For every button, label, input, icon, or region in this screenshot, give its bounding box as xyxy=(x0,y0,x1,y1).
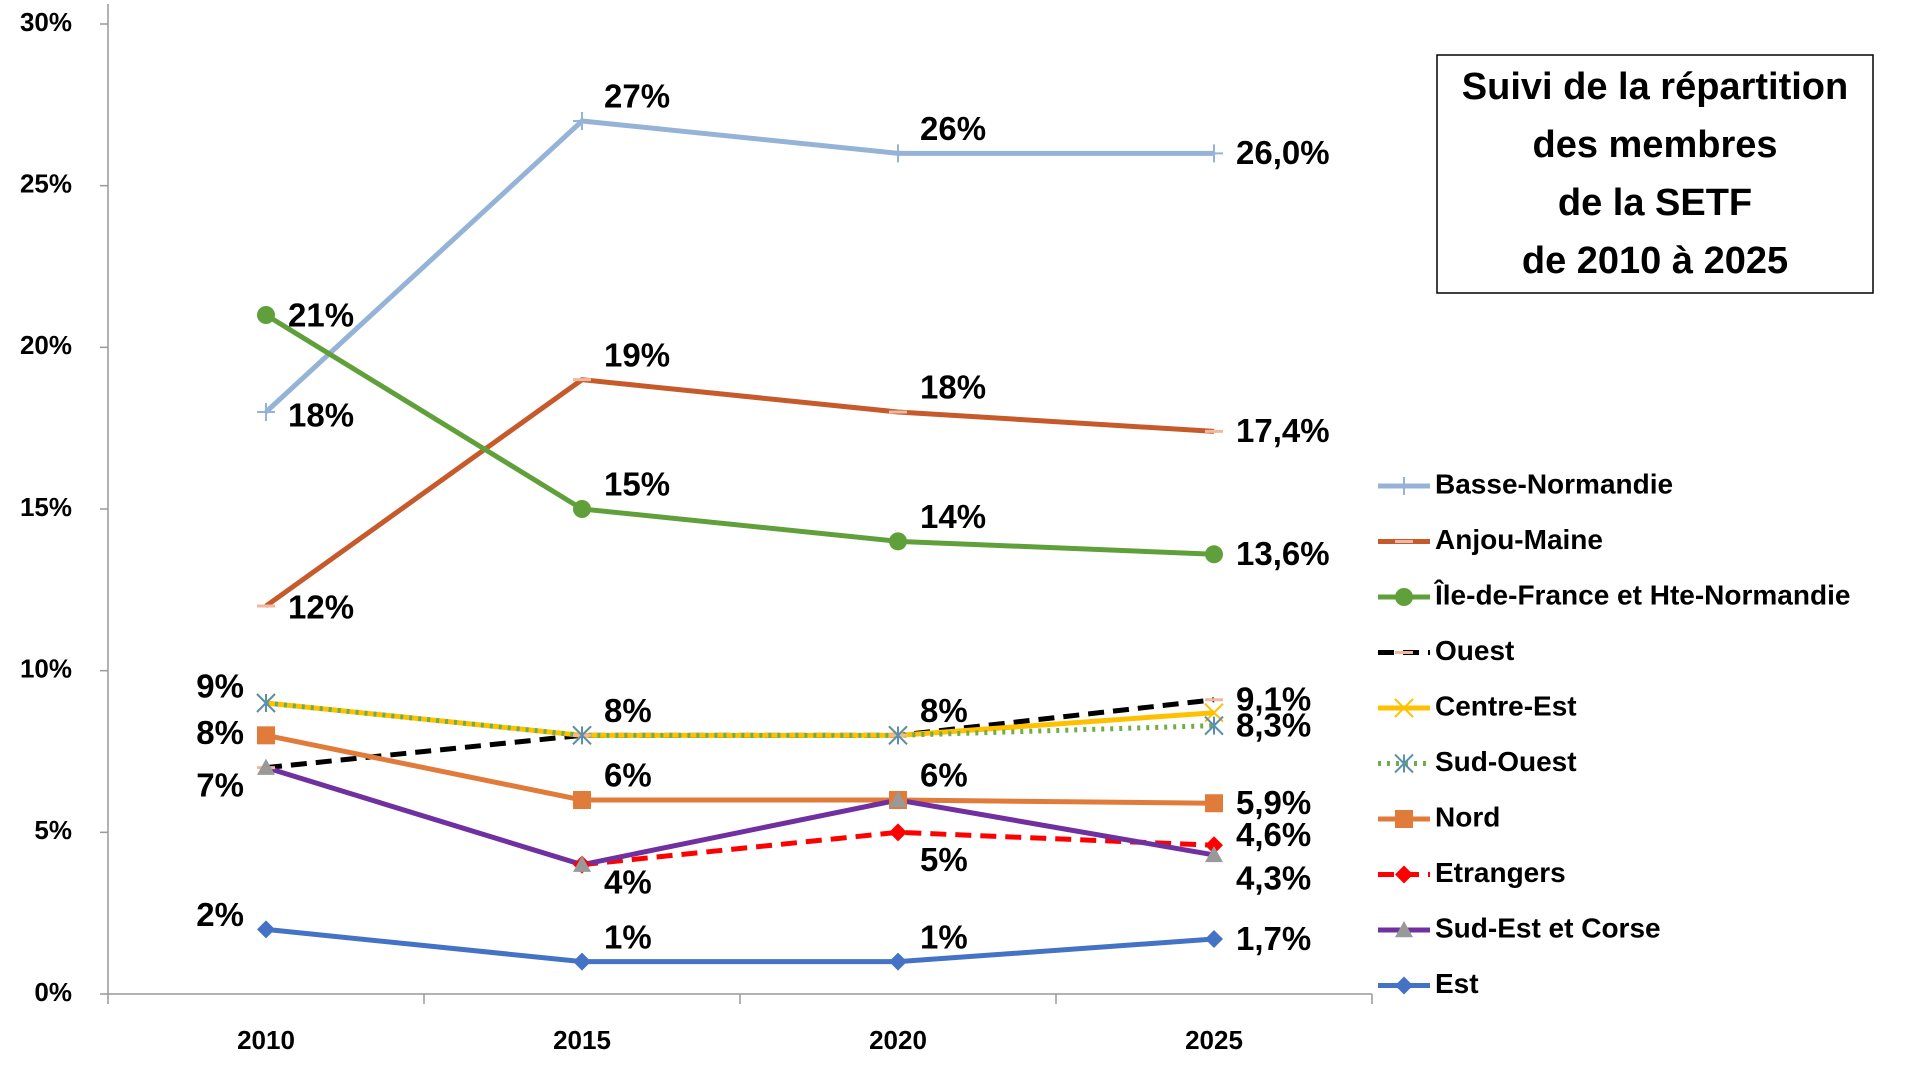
y-tick-label: 5% xyxy=(34,815,72,845)
data-point xyxy=(889,791,907,808)
data-point xyxy=(889,532,907,551)
data-label: 5,9% xyxy=(1236,784,1311,821)
data-label: 15% xyxy=(604,466,670,503)
legend-label: Anjou-Maine xyxy=(1435,524,1603,555)
data-point xyxy=(1205,930,1223,949)
data-label: 7% xyxy=(196,766,244,803)
data-point xyxy=(257,306,275,324)
legend-marker xyxy=(1395,477,1413,495)
legend-label: Sud-Ouest xyxy=(1435,746,1577,777)
legend-label: Est xyxy=(1435,968,1479,999)
y-tick-label: 20% xyxy=(20,330,72,360)
chart-title: de la SETF xyxy=(1558,182,1752,224)
data-label: 26,0% xyxy=(1236,134,1330,171)
data-label: 14% xyxy=(920,498,986,535)
data-point xyxy=(572,725,592,746)
data-point xyxy=(257,758,275,775)
y-tick-label: 15% xyxy=(20,492,72,522)
chart-title: des membres xyxy=(1532,124,1777,166)
series-line xyxy=(264,118,1214,414)
data-label: 4,6% xyxy=(1236,816,1311,853)
y-tick-label: 30% xyxy=(20,7,72,37)
series-line xyxy=(265,700,1215,738)
chart-title: de 2010 à 2025 xyxy=(1522,240,1788,282)
data-point xyxy=(257,726,275,745)
data-point xyxy=(257,403,275,421)
data-label: 2% xyxy=(196,896,244,933)
data-label: 8,3% xyxy=(1236,706,1311,743)
data-point xyxy=(573,500,591,518)
data-point xyxy=(889,952,907,971)
data-label: 18% xyxy=(920,369,986,406)
legend-label: Centre-Est xyxy=(1435,690,1577,721)
series-line xyxy=(265,732,1215,806)
y-tick-label: 25% xyxy=(20,169,72,199)
data-point xyxy=(1204,715,1224,736)
data-point xyxy=(888,725,908,746)
data-label: 6% xyxy=(604,757,652,794)
data-label: 9,1% xyxy=(1236,680,1311,717)
legend-label: Sud-Est et Corse xyxy=(1435,912,1661,943)
data-point xyxy=(1205,845,1223,863)
legend-marker xyxy=(1395,588,1413,606)
data-label: 5% xyxy=(920,841,968,878)
title-box xyxy=(1436,54,1874,294)
series-line xyxy=(265,765,1215,868)
data-label: 26% xyxy=(920,110,986,147)
legend-label: Île-de-France et Hte-Normandie xyxy=(1433,579,1850,610)
data-point xyxy=(1205,144,1223,163)
data-point xyxy=(573,112,591,130)
x-tick-label: 2025 xyxy=(1185,1025,1243,1055)
data-point xyxy=(1205,545,1223,564)
data-point xyxy=(1205,794,1223,813)
legend-marker xyxy=(1394,698,1414,718)
data-label: 1% xyxy=(920,918,968,955)
data-label: 1,7% xyxy=(1236,920,1311,957)
x-tick-label: 2010 xyxy=(237,1025,295,1055)
data-label: 9% xyxy=(196,668,244,705)
data-label: 17,4% xyxy=(1236,412,1330,449)
legend-label: Basse-Normandie xyxy=(1435,468,1673,499)
data-point xyxy=(889,144,907,163)
legend-marker xyxy=(1394,753,1414,774)
data-label: 12% xyxy=(288,589,354,626)
data-label: 1% xyxy=(604,918,652,955)
data-label: 13,6% xyxy=(1236,535,1330,572)
series-line xyxy=(265,926,1215,965)
x-tick-label: 2015 xyxy=(553,1025,611,1055)
data-label: 6% xyxy=(920,757,968,794)
series-line xyxy=(264,377,1215,609)
data-point xyxy=(573,791,591,809)
data-label: 8% xyxy=(196,714,244,751)
y-tick-label: 0% xyxy=(34,977,72,1007)
data-label: 18% xyxy=(288,397,354,434)
data-label: 8% xyxy=(920,692,968,729)
data-label: 27% xyxy=(604,78,670,115)
legend-label: Ouest xyxy=(1435,635,1514,666)
legend-label: Etrangers xyxy=(1435,857,1566,888)
y-tick-label: 10% xyxy=(20,654,72,684)
legend-marker xyxy=(1395,921,1413,938)
data-point xyxy=(256,693,276,713)
legend-label: Nord xyxy=(1435,801,1500,832)
data-point xyxy=(573,952,591,971)
data-label: 4% xyxy=(604,863,652,900)
legend-marker xyxy=(1395,810,1413,828)
data-label: 4,3% xyxy=(1236,860,1311,897)
data-point xyxy=(573,855,591,872)
data-point xyxy=(257,920,275,939)
x-tick-label: 2020 xyxy=(869,1025,927,1055)
chart-title: Suivi de la répartition xyxy=(1462,66,1848,108)
series-line xyxy=(581,829,1215,868)
data-label: 19% xyxy=(604,336,670,373)
data-point xyxy=(1205,836,1223,855)
series-line xyxy=(264,312,1215,557)
data-label: 8% xyxy=(604,692,652,729)
legend-marker xyxy=(1395,976,1413,995)
legend-marker xyxy=(1395,865,1413,884)
data-point xyxy=(889,823,907,842)
data-label: 21% xyxy=(288,297,354,334)
